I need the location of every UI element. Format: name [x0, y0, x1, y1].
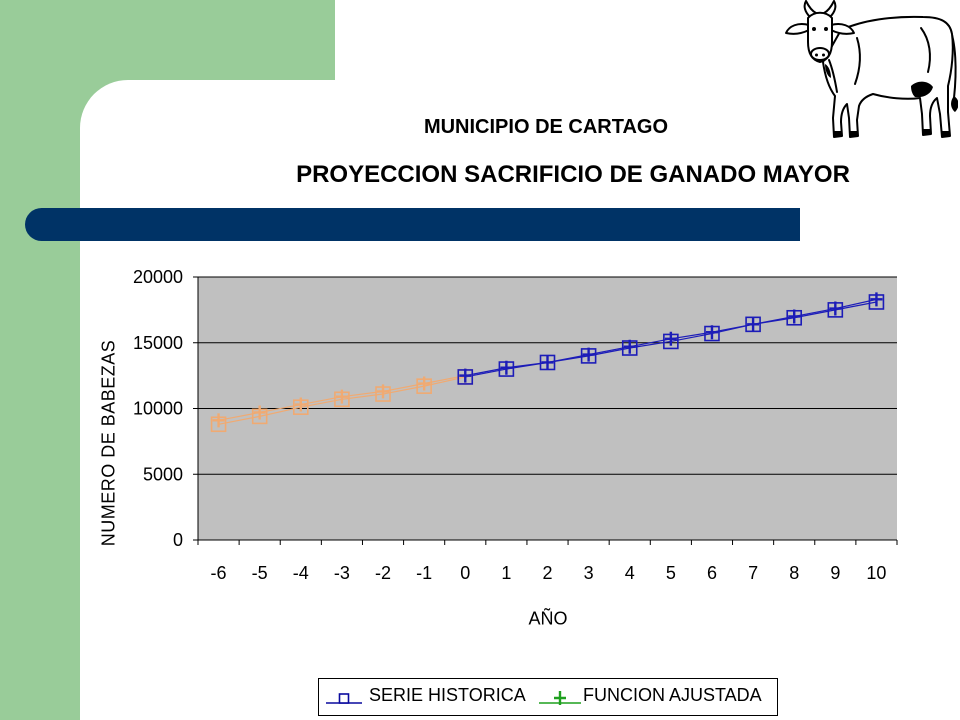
x-tick-label: 2: [542, 563, 552, 583]
cow-hoof: [942, 131, 950, 137]
x-tick-label: 3: [584, 563, 594, 583]
y-axis-title: NUMERO DE BABEZAS: [98, 340, 118, 547]
cow-hip-line: [920, 27, 931, 73]
cow-eye: [824, 27, 828, 31]
x-tick-label: 9: [830, 563, 840, 583]
legend-key-square: [338, 693, 350, 704]
green-side-strip: [0, 0, 80, 720]
y-tick-label: 15000: [133, 333, 183, 353]
cow-eye: [812, 27, 816, 31]
data-point-plus: [294, 397, 307, 412]
data-point-plus: [705, 325, 718, 340]
cow-left-ear: [785, 23, 810, 35]
cow-shoulder-line: [854, 37, 861, 85]
data-point-plus: [829, 301, 842, 316]
y-tick-label: 10000: [133, 399, 183, 419]
data-point-plus: [541, 355, 554, 370]
cow-hind-shadow: [911, 81, 933, 98]
legend-key-square-icon: [326, 693, 362, 704]
cow-right-horn: [823, 0, 837, 18]
legend-key-plus-icon: [539, 691, 581, 705]
data-point-plus: [418, 376, 431, 391]
cow-muzzle: [810, 47, 830, 61]
municipality-heading: MUNICIPIO DE CARTAGO: [423, 116, 669, 138]
data-point-plus: [459, 368, 472, 383]
data-point-plus: [747, 317, 760, 332]
legend-label-historic: SERIE HISTORICA: [369, 685, 526, 705]
x-tick-label: -4: [293, 563, 309, 583]
legend-label-fitted: FUNCION AJUSTADA: [583, 685, 762, 705]
chart: 0 5000 10000 15000 20000 -6 -5 -4 -3 -2 -1 0 1 2 3 4 5 6 7…: [98, 267, 898, 628]
data-point-plus: [500, 360, 513, 375]
x-tick-label: -1: [416, 563, 432, 583]
legend-key-plus: [554, 691, 566, 705]
data-point-plus: [623, 339, 636, 354]
x-tick-label: 10: [866, 563, 886, 583]
y-tick-label: 0: [173, 530, 183, 550]
x-tick-label: 0: [460, 563, 470, 583]
chart-marks: 0 5000 10000 15000 20000 -6 -5 -4 -3 -2 -1 0 1 2 3 4 5 6 7…: [133, 267, 898, 583]
data-point-plus: [335, 389, 348, 404]
x-tick-label: 6: [707, 563, 717, 583]
x-tick-label: 4: [625, 563, 635, 583]
accent-bar: [25, 208, 800, 241]
x-tick-label: -3: [334, 563, 350, 583]
data-point-plus: [664, 331, 677, 346]
x-tick-label: -2: [375, 563, 391, 583]
data-point-plus: [870, 292, 883, 307]
data-point-plus: [377, 384, 390, 399]
x-axis-title: AÑO: [528, 607, 567, 628]
cow-tail-tuft: [951, 96, 958, 112]
y-tick-label: 20000: [133, 267, 183, 287]
cow-nostril: [822, 53, 825, 57]
cow-illustration: [785, 0, 958, 138]
data-point-plus: [788, 309, 801, 324]
x-tick-label: 7: [748, 563, 758, 583]
slide-title: PROYECCION SACRIFICIO DE GANADO MAYOR: [296, 161, 850, 188]
x-tick-label: 5: [666, 563, 676, 583]
x-tick-label: 8: [789, 563, 799, 583]
cow-nostril: [815, 53, 818, 57]
cow-body: [822, 15, 954, 138]
x-tick-label: 1: [501, 563, 511, 583]
data-point-plus: [253, 405, 266, 420]
y-tick-label: 5000: [143, 464, 183, 484]
cow-hoof: [834, 131, 842, 137]
cow-chest-shadow: [825, 64, 831, 78]
cow-left-horn: [803, 0, 817, 18]
cow-hoof: [850, 131, 858, 137]
legend: SERIE HISTORICA FUNCION AJUSTADA: [318, 678, 778, 716]
x-tick-label: -6: [211, 563, 227, 583]
cow-hoof: [923, 129, 931, 135]
cow-dewlap-line: [828, 59, 838, 93]
cow-right-ear: [830, 23, 855, 35]
data-point-plus: [582, 347, 595, 362]
data-point-plus: [212, 413, 225, 428]
x-tick-label: -5: [252, 563, 268, 583]
